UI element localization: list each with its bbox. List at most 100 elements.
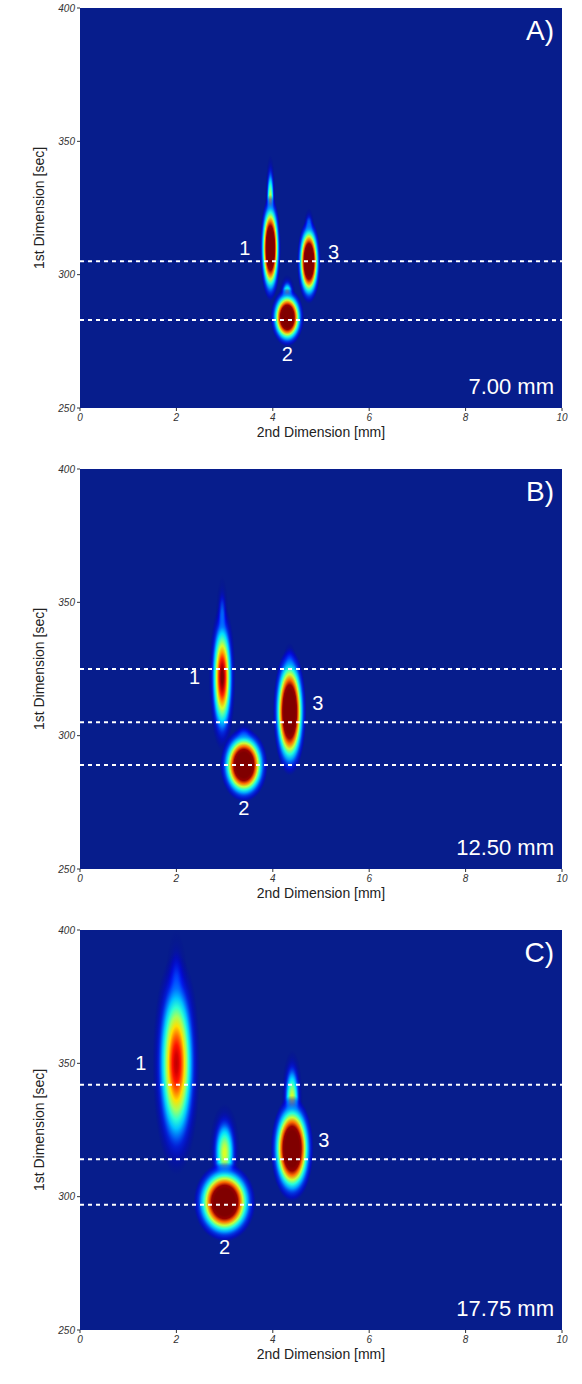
plot-background [80,930,562,1330]
y-tick [77,8,80,9]
plot-area [80,155,562,347]
x-tick [562,408,563,411]
panel-label: B) [526,476,554,507]
x-axis-title: 2nd Dimension [mm] [257,424,385,440]
peak [193,1162,256,1242]
peak [270,1095,313,1202]
y-tick-label: 350 [58,597,75,608]
annotation: 12.50 mm [456,835,554,860]
y-tick [77,1330,80,1331]
annotation: 7.00 mm [468,374,554,399]
x-tick-label: 8 [463,1334,469,1345]
dashed-line [80,1084,562,1086]
x-tick-label: 6 [366,412,372,423]
panel-label: C) [524,937,554,968]
x-tick-label: 0 [77,1334,83,1345]
dashed-line [80,1204,562,1206]
peak-label: 2 [219,1236,230,1258]
x-tick [465,1330,466,1333]
x-tick-label: 2 [173,1334,180,1345]
x-tick-label: 4 [270,412,276,423]
peak-label: 3 [328,241,339,263]
y-tick [77,1196,80,1197]
panel: 123A)7.00 mm02468102503003504002nd Dimen… [31,3,568,441]
plot-area [80,930,562,1242]
y-tick-label: 400 [58,3,75,14]
x-tick [369,1330,370,1333]
y-tick-label: 350 [58,1058,75,1069]
panel: 123C)17.75 mm02468102503003504002nd Dime… [31,925,568,1363]
x-tick [176,1330,177,1333]
dashed-line [80,721,562,723]
peak [260,195,281,302]
x-tick [176,869,177,872]
dashed-line [80,1158,562,1160]
y-tick-label: 400 [58,925,75,936]
x-tick [465,408,466,411]
y-tick [77,274,80,275]
x-tick [369,408,370,411]
peak [152,951,200,1175]
y-tick [77,469,80,470]
peak-label: 1 [189,666,200,688]
peak-label: 2 [282,343,293,365]
peak-label: 1 [239,237,250,259]
x-tick-label: 0 [77,412,83,423]
peak [297,219,321,304]
x-axis-title: 2nd Dimension [mm] [257,1346,385,1362]
x-tick-label: 2 [173,873,180,884]
x-tick-label: 6 [366,1334,372,1345]
dashed-line [80,668,562,670]
x-tick-label: 8 [463,412,469,423]
peak-label: 1 [135,1052,146,1074]
x-tick-label: 6 [366,873,372,884]
panel: 123B)12.50 mm02468102503003504002nd Dime… [31,464,568,902]
y-axis-title: 1st Dimension [sec] [31,1069,47,1191]
peak [270,288,304,347]
x-tick-label: 2 [173,412,180,423]
peak [273,648,307,776]
y-tick-label: 250 [57,403,75,414]
x-tick-label: 4 [270,873,276,884]
plot-background [80,8,562,408]
x-tick-label: 8 [463,873,469,884]
x-tick-label: 10 [556,412,568,423]
figure: 123A)7.00 mm02468102503003504002nd Dimen… [0,0,582,1384]
x-tick [562,869,563,872]
y-tick [77,602,80,603]
x-tick [272,408,273,411]
y-tick-label: 300 [58,269,75,280]
y-tick [77,735,80,736]
x-tick [272,1330,273,1333]
y-tick-label: 300 [58,1191,75,1202]
y-tick [77,869,80,870]
x-tick [369,869,370,872]
y-tick [77,141,80,142]
y-tick [77,408,80,409]
dashed-line [80,764,562,766]
peak-label: 2 [238,797,249,819]
plot-background [80,469,562,869]
x-tick-label: 4 [270,1334,276,1345]
plot-area [80,576,562,803]
y-tick-label: 400 [58,464,75,475]
x-tick [272,869,273,872]
y-tick [77,930,80,931]
peak [209,602,236,751]
x-tick-label: 0 [77,873,83,884]
x-tick [562,1330,563,1333]
x-axis-title: 2nd Dimension [mm] [257,885,385,901]
y-tick-label: 250 [57,864,75,875]
x-tick [176,408,177,411]
x-tick-label: 10 [556,1334,568,1345]
peak-label: 3 [318,1129,329,1151]
y-tick-label: 300 [58,730,75,741]
x-tick [465,869,466,872]
x-tick-label: 10 [556,873,568,884]
dashed-line [80,319,562,321]
y-tick [77,1063,80,1064]
annotation: 17.75 mm [456,1296,554,1321]
panel-label: A) [526,15,554,46]
dashed-line [80,260,562,262]
y-axis-title: 1st Dimension [sec] [31,608,47,730]
